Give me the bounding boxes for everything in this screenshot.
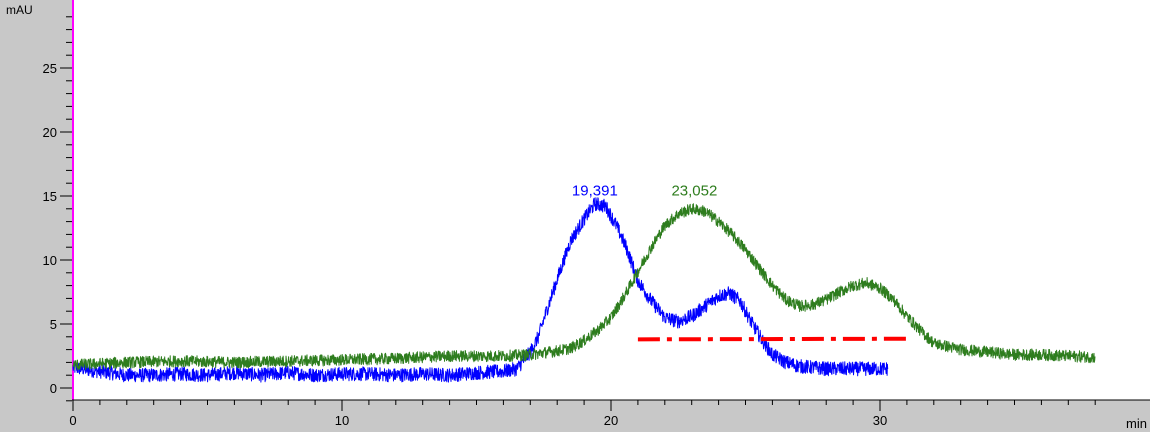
x-tick-label: 20 — [604, 413, 618, 428]
plot-area — [72, 0, 1150, 400]
reference-line — [637, 336, 913, 342]
y-tick-label: 5 — [50, 317, 57, 332]
x-axis-unit: min — [1126, 416, 1147, 431]
y-major-ticks — [60, 67, 72, 389]
y-minor-ticks — [66, 16, 72, 402]
x-minor-ticks — [99, 400, 1096, 405]
x-tick-label: 30 — [873, 413, 887, 428]
y-tick-labels: 0 5 10 15 20 25 — [43, 61, 57, 396]
series-line-blue — [72, 197, 889, 383]
peak-label-green: 23,052 — [671, 182, 717, 199]
x-tick-label: 0 — [69, 413, 76, 428]
series-line-green — [72, 203, 1096, 371]
x-axis-band — [0, 400, 1150, 432]
y-tick-label: 25 — [43, 61, 57, 76]
y-tick-label: 0 — [50, 381, 57, 396]
x-major-ticks — [72, 400, 881, 411]
y-tick-label: 10 — [43, 253, 57, 268]
x-tick-label: 10 — [335, 413, 349, 428]
y-axis-unit: mAU — [6, 3, 33, 17]
x-tick-labels: 0 10 20 30 — [69, 413, 887, 428]
y-tick-label: 20 — [43, 125, 57, 140]
y-tick-label: 15 — [43, 189, 57, 204]
series-layer — [72, 197, 1096, 383]
peak-label-blue: 19,391 — [572, 182, 618, 199]
y-axis-band — [0, 0, 72, 432]
